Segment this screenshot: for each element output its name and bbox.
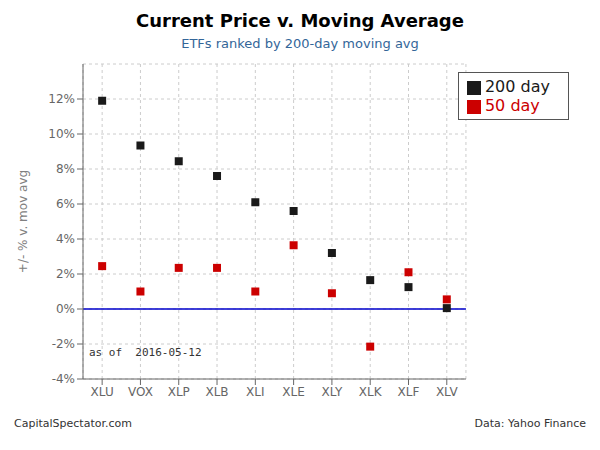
svg-text:XLF: XLF [398, 385, 420, 399]
svg-text:XLB: XLB [205, 385, 228, 399]
svg-text:XLE: XLE [282, 385, 305, 399]
svg-text:10%: 10% [48, 127, 75, 141]
svg-text:4%: 4% [56, 232, 75, 246]
svg-text:XLV: XLV [436, 385, 459, 399]
svg-text:12%: 12% [48, 92, 75, 106]
svg-text:8%: 8% [56, 162, 75, 176]
svg-text:XLI: XLI [246, 385, 264, 399]
html-text:as of 2016-05-12: as of 2016-05-12 [89, 346, 202, 359]
svg-text:-4%: -4% [52, 372, 75, 386]
svg-text:XLK: XLK [359, 385, 383, 399]
svg-text:0%: 0% [56, 302, 75, 316]
html-text:CapitalSpectator.com: CapitalSpectator.com [14, 417, 132, 430]
html-text:Data: Yahoo Finance: Data: Yahoo Finance [474, 417, 586, 430]
html-text:200 day: 200 day [484, 77, 550, 96]
svg-text:6%: 6% [56, 197, 75, 211]
html-text:ETFs ranked by 200-day moving: ETFs ranked by 200-day moving avg [181, 36, 419, 51]
svg-text:2%: 2% [56, 267, 75, 281]
html-text:50 day: 50 day [484, 96, 540, 115]
html-text:Current Price v. Moving Averag: Current Price v. Moving Average [136, 10, 464, 31]
svg-text:XLU: XLU [91, 385, 114, 399]
svg-text:XLP: XLP [168, 385, 190, 399]
svg-text:-2%: -2% [52, 337, 75, 351]
svg-text:VOX: VOX [128, 385, 153, 399]
svg-text:+/- % v. mov avg: +/- % v. mov avg [16, 170, 30, 273]
svg-text:XLY: XLY [322, 385, 343, 399]
